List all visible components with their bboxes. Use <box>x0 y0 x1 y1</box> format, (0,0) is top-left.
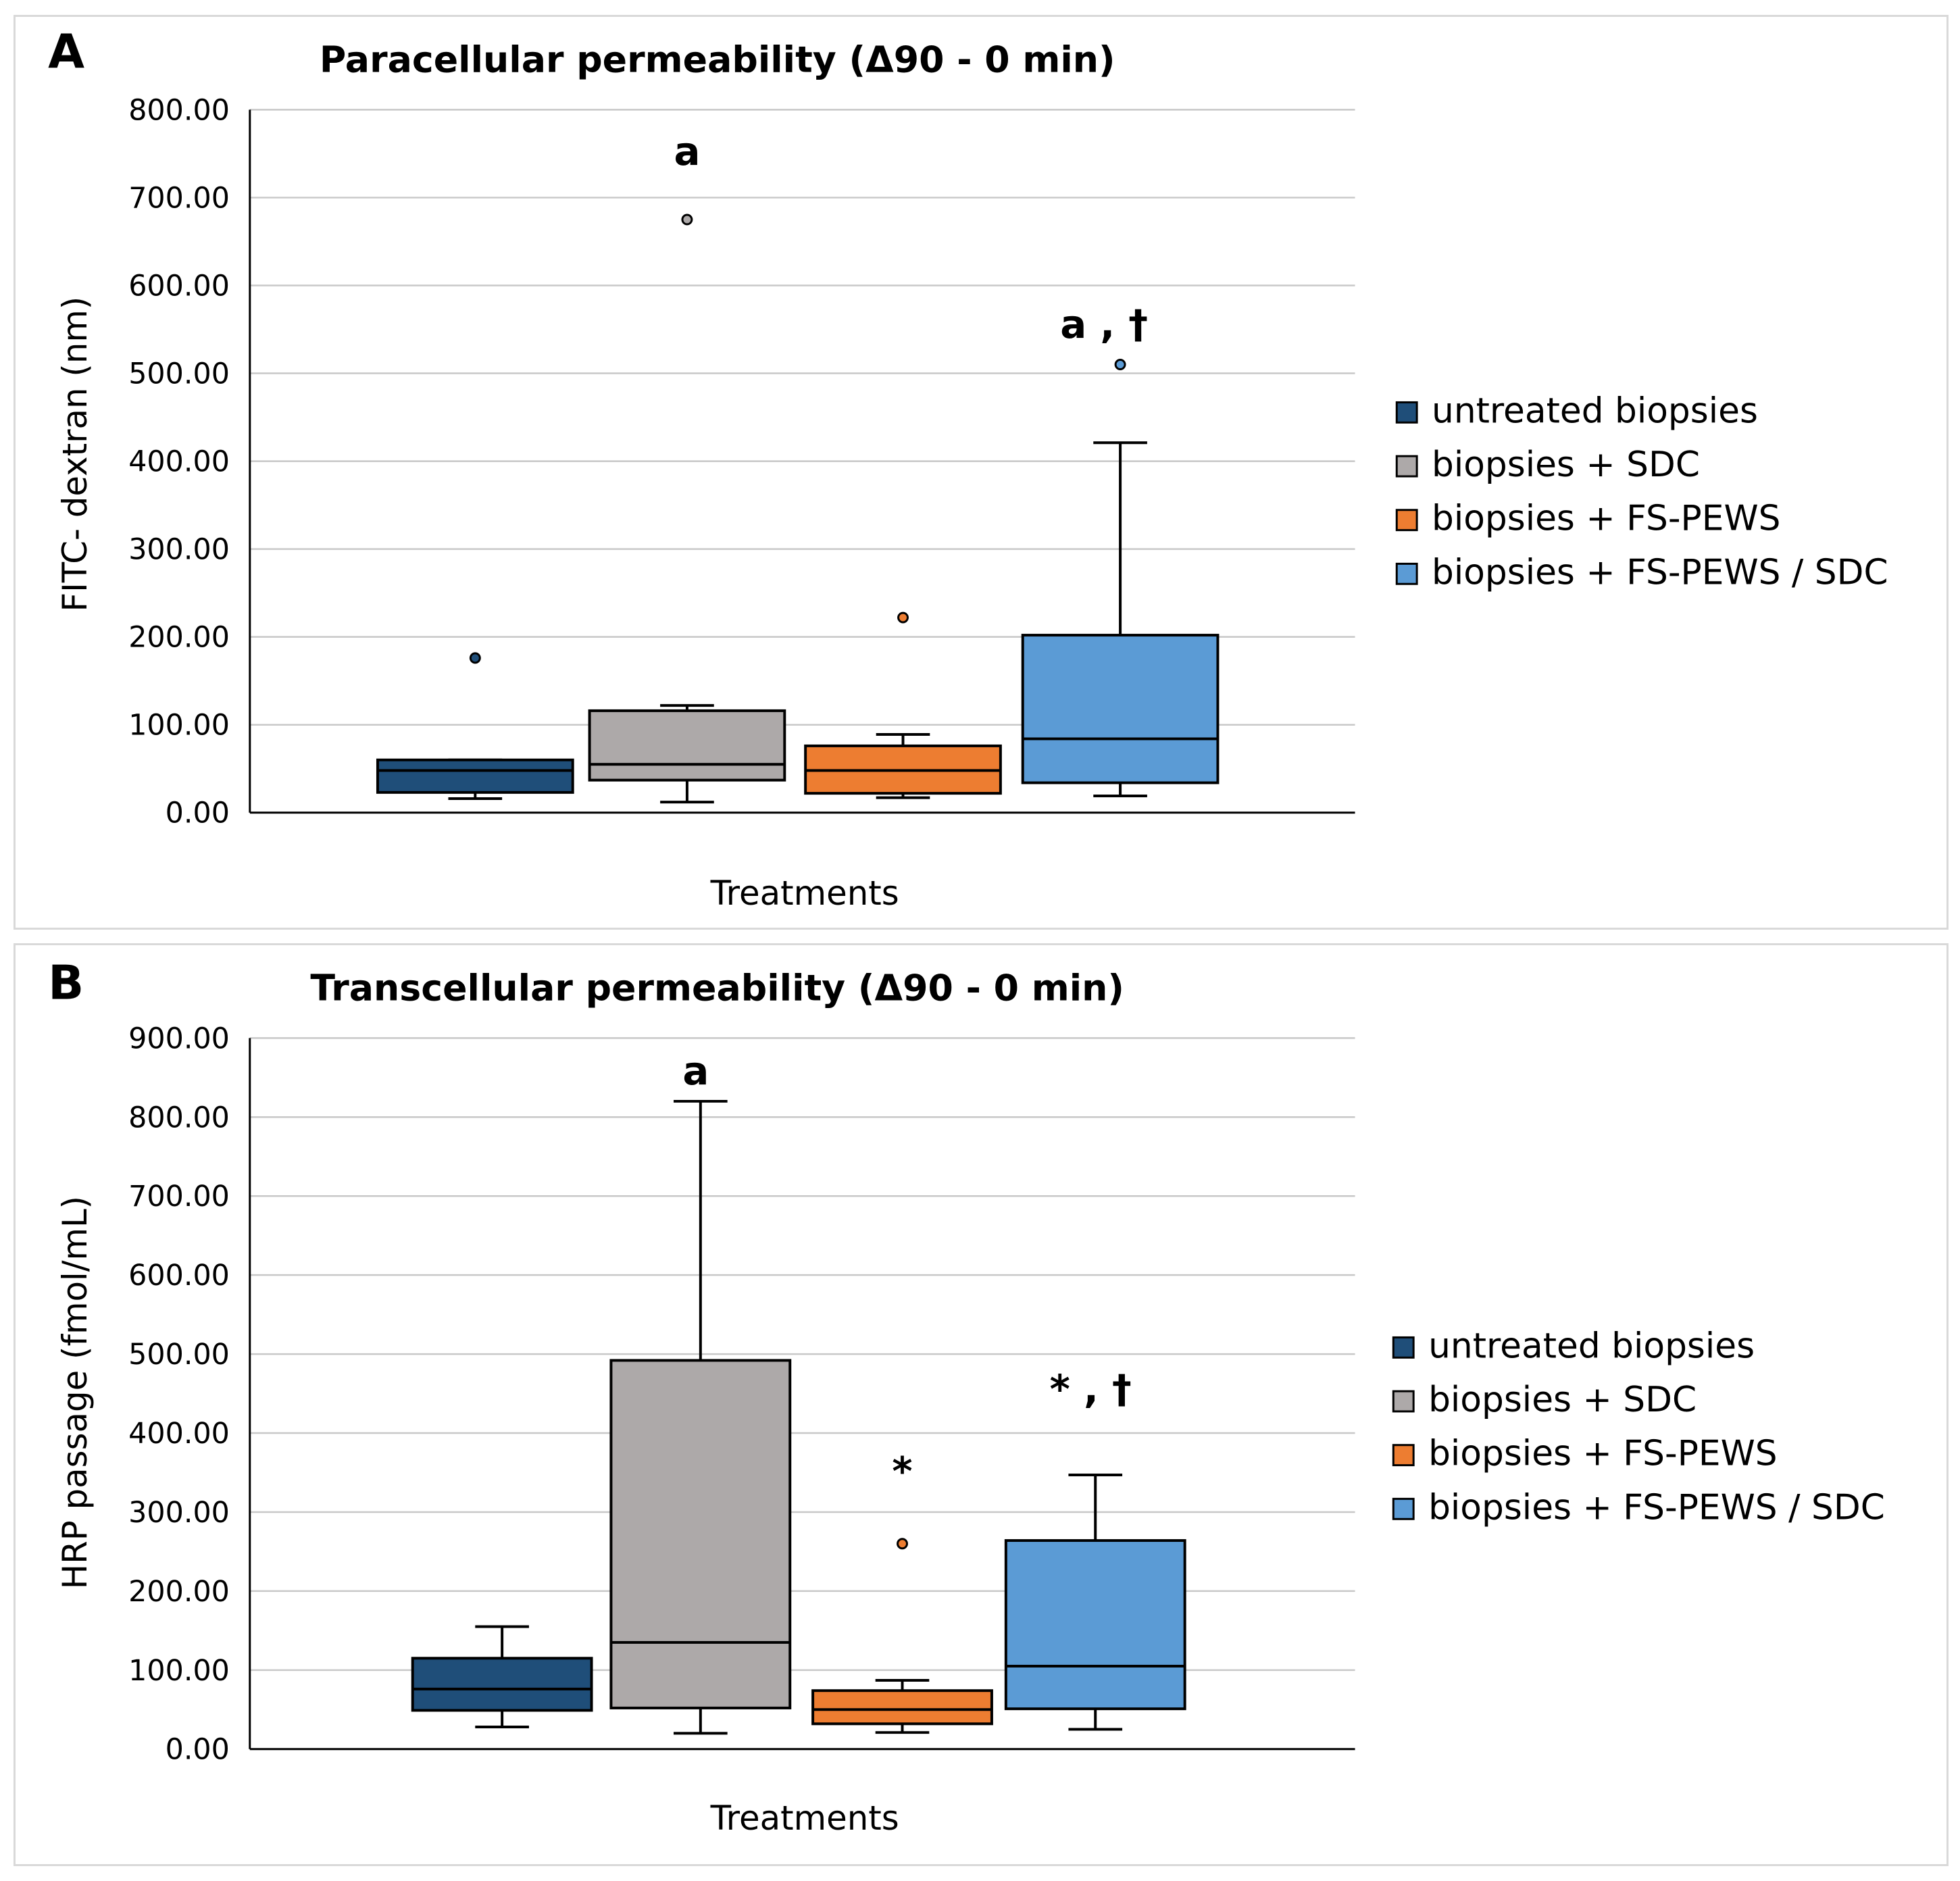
legend-label: biopsies + FS-PEWS / SDC <box>1428 1487 1885 1528</box>
y-tick-label: 200.00 <box>128 621 230 655</box>
chart-a-svg: A Paracellular permeability (Δ90 - 0 min… <box>48 25 1888 913</box>
outlier-point <box>469 652 481 664</box>
y-tick-label: 0.00 <box>166 797 230 830</box>
x-axis-label-a: Treatments <box>710 874 899 913</box>
chart-panel-b: B Transcellular permeability (Δ90 - 0 mi… <box>14 943 1949 1866</box>
significance-label: a <box>682 1048 709 1094</box>
legend-swatch <box>1392 1497 1415 1520</box>
y-tick-label: 600.00 <box>128 269 230 303</box>
y-tick-label: 800.00 <box>128 93 230 127</box>
outlier-point <box>897 611 909 624</box>
box-2 <box>609 1359 792 1709</box>
y-tick-label: 400.00 <box>128 1417 230 1451</box>
box-3 <box>811 1689 993 1726</box>
y-tick-label: 600.00 <box>128 1259 230 1293</box>
legend-label: untreated biopsies <box>1428 1326 1755 1366</box>
box-1 <box>411 1657 593 1712</box>
outlier-point <box>681 214 693 226</box>
outlier-point <box>1114 359 1126 370</box>
chart-title-a: Paracellular permeability (Δ90 - 0 min) <box>320 39 1115 81</box>
y-tick-label: 400.00 <box>128 445 230 479</box>
y-tick-label: 500.00 <box>128 357 230 391</box>
chart-title-b: Transcellular permeability (Δ90 - 0 min) <box>310 967 1124 1009</box>
legend-swatch <box>1392 1390 1415 1413</box>
y-tick-label: 300.00 <box>128 1496 230 1530</box>
box-2 <box>588 709 786 782</box>
plot-area: 0.00 100.00 200.00 300.00 400.00 500.00 600.00… <box>128 1022 1885 1766</box>
legend-label: biopsies + FS-PEWS <box>1428 1434 1778 1474</box>
y-tick-label: 300.00 <box>128 533 230 567</box>
legend-label: biopsies + SDC <box>1428 1380 1697 1420</box>
y-tick-label: 200.00 <box>128 1575 230 1609</box>
legend-swatch <box>1395 509 1418 532</box>
outlier-point <box>897 1538 908 1550</box>
chart-b-svg: B Transcellular permeability (Δ90 - 0 mi… <box>48 956 1885 1838</box>
box-4 <box>1021 634 1220 784</box>
legend-swatch <box>1392 1444 1415 1467</box>
y-tick-label: 500.00 <box>128 1338 230 1372</box>
legend-label: biopsies + SDC <box>1432 445 1700 485</box>
legend-swatch <box>1395 455 1418 478</box>
legend-label: untreated biopsies <box>1432 391 1758 431</box>
legend-swatch <box>1395 401 1418 424</box>
significance-label: * <box>892 1448 912 1494</box>
y-tick-label: 700.00 <box>128 1180 230 1213</box>
y-axis-label-b: HRP passage (fmol/mL) <box>55 1196 95 1589</box>
legend-label: biopsies + FS-PEWS <box>1432 499 1780 539</box>
y-tick-label: 0.00 <box>166 1733 230 1767</box>
panel-label-a: A <box>48 25 84 80</box>
significance-label: * , † <box>1050 1366 1132 1412</box>
panel-label-b: B <box>48 956 84 1011</box>
y-tick-label: 100.00 <box>128 709 230 743</box>
y-axis-label-a: FITC- dextran (nm) <box>55 297 95 612</box>
y-tick-label: 900.00 <box>128 1022 230 1055</box>
y-tick-label: 800.00 <box>128 1101 230 1134</box>
legend-swatch <box>1395 562 1418 585</box>
significance-label: a , † <box>1060 301 1148 347</box>
chart-panel-a: A Paracellular permeability (Δ90 - 0 min… <box>14 15 1949 930</box>
significance-label: a <box>674 128 700 174</box>
box-4 <box>1004 1539 1186 1711</box>
x-axis-label-b: Treatments <box>710 1799 899 1838</box>
box-1 <box>376 758 574 794</box>
legend-label: biopsies + FS-PEWS / SDC <box>1432 552 1888 593</box>
plot-area: 0.00 100.00 200.00 300.00 400.00 500.00 600.00… <box>128 93 1888 830</box>
y-tick-label: 700.00 <box>128 181 230 215</box>
y-tick-label: 100.00 <box>128 1654 230 1688</box>
legend-swatch <box>1392 1336 1415 1359</box>
